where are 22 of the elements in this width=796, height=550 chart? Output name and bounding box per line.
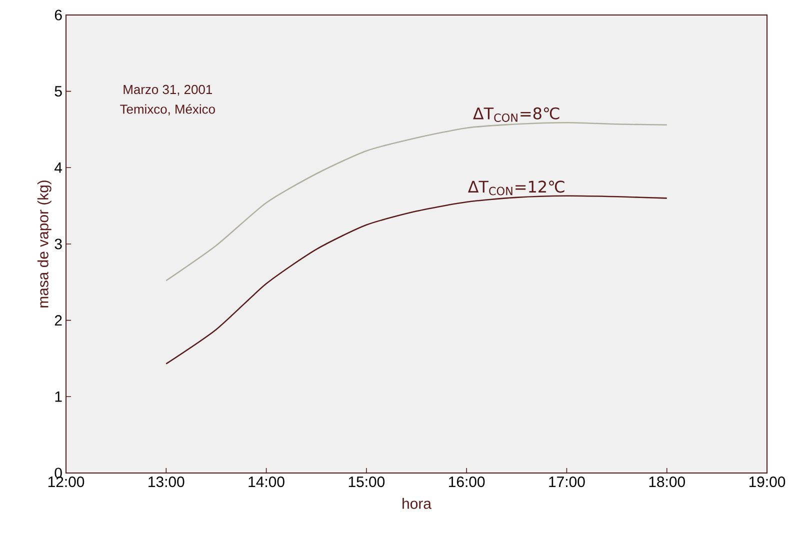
y-tick-label: 1 bbox=[55, 392, 62, 402]
annotation: Marzo 31, 2001 bbox=[124, 84, 212, 96]
line-series bbox=[166, 195, 668, 364]
x-tick-label: 14:00 bbox=[248, 476, 284, 488]
y-tick-label: 3 bbox=[54, 238, 62, 250]
series-label: ΔT$_{CON}$=12℃ bbox=[468, 180, 564, 196]
x-tick-label: 16:00 bbox=[449, 476, 485, 488]
annotation: Temixco, México bbox=[120, 104, 215, 116]
x-tick-label: 19:00 bbox=[749, 476, 786, 488]
x-axis-title: hora bbox=[402, 498, 432, 509]
x-tick-label: 12:00 bbox=[48, 476, 84, 488]
y-tick-label: 5 bbox=[54, 86, 62, 97]
x-tick-label: 18:00 bbox=[649, 476, 685, 488]
y-tick-label: 4 bbox=[54, 162, 62, 173]
x-tick-label: 13:00 bbox=[148, 476, 184, 488]
y-tick-label: 2 bbox=[54, 315, 62, 326]
line-series bbox=[166, 122, 668, 282]
x-tick-label: 17:00 bbox=[549, 476, 585, 488]
series-label: ΔT$_{CON}$=8℃ bbox=[473, 107, 560, 122]
y-tick-label: 6 bbox=[54, 10, 62, 20]
x-tick-label: 15:00 bbox=[348, 476, 385, 488]
y-axis-title: masa de vapor (kg) bbox=[37, 180, 52, 308]
